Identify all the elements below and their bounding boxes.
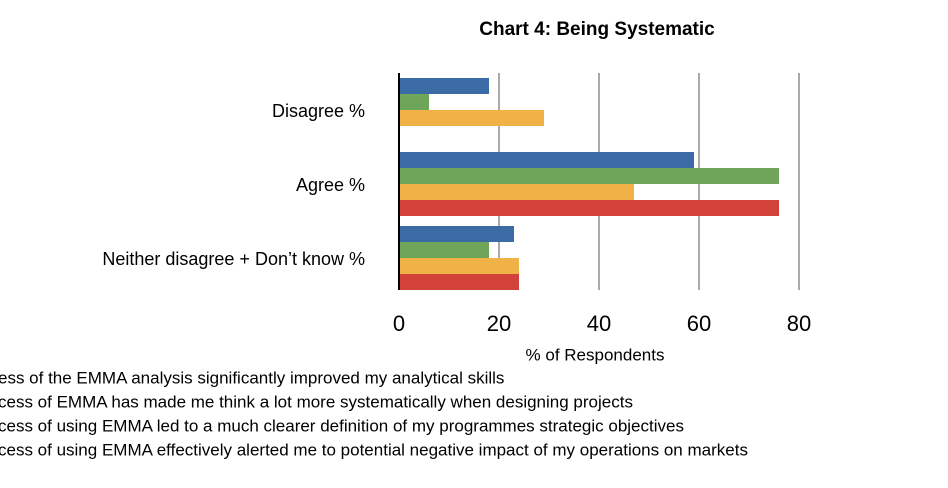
bar bbox=[399, 242, 489, 258]
x-tick-label: 0 bbox=[393, 311, 405, 336]
legend-label: cess of using EMMA led to a much clearer… bbox=[0, 416, 684, 435]
bar bbox=[399, 226, 514, 242]
bar bbox=[399, 168, 779, 184]
y-tick-label: Neither disagree + Don’t know % bbox=[102, 249, 365, 269]
x-tick-label: 40 bbox=[587, 311, 611, 336]
bar bbox=[399, 184, 634, 200]
y-tick-label: Disagree % bbox=[272, 101, 365, 121]
x-tick-label: 20 bbox=[487, 311, 511, 336]
x-tick-label: 60 bbox=[687, 311, 711, 336]
bar bbox=[399, 78, 489, 94]
chart-title: Chart 4: Being Systematic bbox=[479, 19, 715, 40]
bar bbox=[399, 110, 544, 126]
x-axis-label: % of Respondents bbox=[526, 345, 665, 364]
bar bbox=[399, 152, 694, 168]
legend-label: cess of using EMMA effectively alerted m… bbox=[0, 440, 748, 459]
legend-label: cess of EMMA has made me think a lot mor… bbox=[0, 392, 633, 411]
bar bbox=[399, 258, 519, 274]
bar bbox=[399, 94, 429, 110]
bar bbox=[399, 274, 519, 290]
y-tick-label: Agree % bbox=[296, 175, 365, 195]
bar bbox=[399, 200, 779, 216]
legend-label: ess of the EMMA analysis significantly i… bbox=[0, 368, 504, 387]
x-tick-label: 80 bbox=[787, 311, 811, 336]
